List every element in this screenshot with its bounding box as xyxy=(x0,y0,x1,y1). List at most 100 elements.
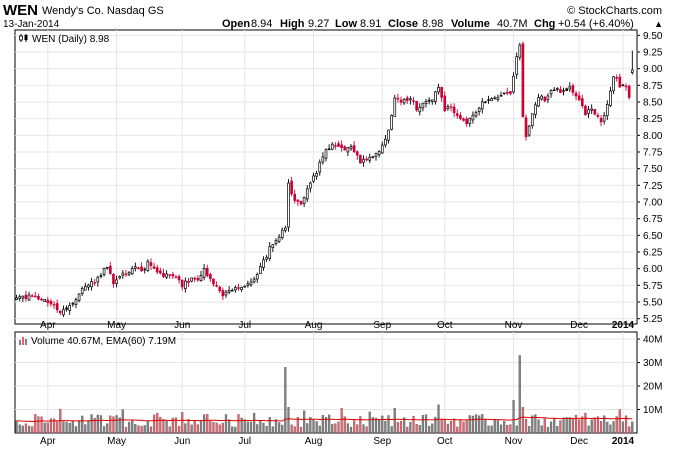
price-candle xyxy=(218,285,222,294)
price-candle xyxy=(162,268,165,279)
price-candle xyxy=(280,227,284,240)
price-candle xyxy=(374,152,378,161)
candle-body xyxy=(49,301,53,305)
volume-bar xyxy=(231,426,234,434)
volume-bar xyxy=(177,425,181,434)
volume-label: Volume xyxy=(451,18,490,30)
price-candle xyxy=(355,150,359,160)
candle-body xyxy=(102,268,106,275)
price-candle xyxy=(459,112,462,121)
price-candle xyxy=(468,117,472,127)
open-label: Open xyxy=(222,18,250,30)
candle-body xyxy=(74,299,78,305)
price-candle xyxy=(449,103,453,112)
volume-legend-label: Volume 40.67M, EMA(60) 7.19M xyxy=(31,336,176,347)
price-candle xyxy=(509,91,512,96)
candle-body xyxy=(302,197,306,205)
volume-bar xyxy=(118,417,121,434)
price-y-tick-label: 8.25 xyxy=(643,114,663,125)
open-value: 8.94 xyxy=(251,18,272,30)
price-candle xyxy=(365,156,368,162)
volume-x-tick-label: Jul xyxy=(238,436,251,447)
candle-body xyxy=(477,107,481,112)
candle-body xyxy=(346,147,350,153)
volume-bar xyxy=(553,418,556,434)
price-candle xyxy=(571,83,575,96)
volume-bar xyxy=(418,425,421,434)
volume-x-axis: Apr May Jun Jul Aug Sep Oct Nov Dec 2014 xyxy=(40,436,635,447)
price-candle xyxy=(527,124,531,137)
price-candle xyxy=(593,109,597,116)
price-y-tick-label: 8.00 xyxy=(643,131,663,142)
price-candle xyxy=(330,142,334,151)
candle-body xyxy=(184,280,187,289)
volume-bar xyxy=(171,417,174,434)
candle-body xyxy=(237,287,240,289)
price-candle xyxy=(134,262,137,272)
price-candle xyxy=(446,104,450,111)
price-candle xyxy=(268,242,272,262)
volume-bar xyxy=(428,425,431,434)
price-x-tick-label: Dec xyxy=(570,320,588,331)
volume-x-tick-label: May xyxy=(107,436,126,447)
volume-bar xyxy=(371,417,375,434)
price-candle xyxy=(109,261,112,275)
candle-body xyxy=(284,227,287,231)
volume-y-tick-label: 40M xyxy=(643,335,662,346)
price-candle xyxy=(118,275,122,280)
price-candle xyxy=(499,91,503,97)
candle-body xyxy=(596,114,600,117)
candle-body xyxy=(327,148,331,151)
volume-bar xyxy=(546,426,550,434)
candle-body xyxy=(27,294,31,301)
volume-bar-icon xyxy=(19,337,27,345)
price-candle xyxy=(437,83,440,95)
volume-bar xyxy=(271,426,274,434)
volume-bar xyxy=(534,414,537,434)
candle-body xyxy=(252,278,256,283)
candle-body xyxy=(71,302,75,305)
volume-bar xyxy=(393,408,396,434)
volume-bar xyxy=(540,425,543,434)
volume-bar xyxy=(334,423,337,434)
price-candle xyxy=(524,114,528,141)
candle-body xyxy=(296,199,300,202)
price-candle xyxy=(249,278,253,287)
volume-bar xyxy=(71,420,74,434)
candle-body xyxy=(299,200,303,205)
candle-body xyxy=(121,272,125,276)
candle-body xyxy=(459,115,462,119)
price-candle xyxy=(415,100,418,112)
volume-bar xyxy=(624,415,628,434)
price-candle xyxy=(324,148,328,162)
volume-bar xyxy=(299,426,303,434)
candle-body xyxy=(387,129,390,141)
candle-body xyxy=(174,276,178,279)
price-candle xyxy=(99,272,103,279)
candle-body xyxy=(205,267,209,276)
candle-body xyxy=(271,244,275,249)
candle-body xyxy=(612,76,615,92)
volume-bar xyxy=(156,412,159,434)
candle-body xyxy=(309,182,312,189)
volume-bar xyxy=(471,415,475,434)
candle-body xyxy=(224,291,228,296)
volume-bar xyxy=(378,419,381,434)
volume-bar xyxy=(199,420,203,434)
price-candle xyxy=(318,159,322,176)
volume-value: 40.7M xyxy=(497,18,528,30)
volume-bar xyxy=(40,416,43,434)
price-candle xyxy=(212,278,215,287)
volume-bar xyxy=(65,421,68,434)
candle-body xyxy=(324,149,328,159)
price-candle xyxy=(246,280,250,288)
volume-bar xyxy=(484,419,487,434)
volume-bar xyxy=(168,426,171,434)
candle-body xyxy=(112,274,115,285)
candle-body xyxy=(315,173,318,177)
price-candle xyxy=(621,83,625,87)
candle-body xyxy=(424,101,428,104)
volume-bar xyxy=(343,416,346,434)
price-candle xyxy=(155,264,159,275)
price-candle xyxy=(362,155,365,167)
